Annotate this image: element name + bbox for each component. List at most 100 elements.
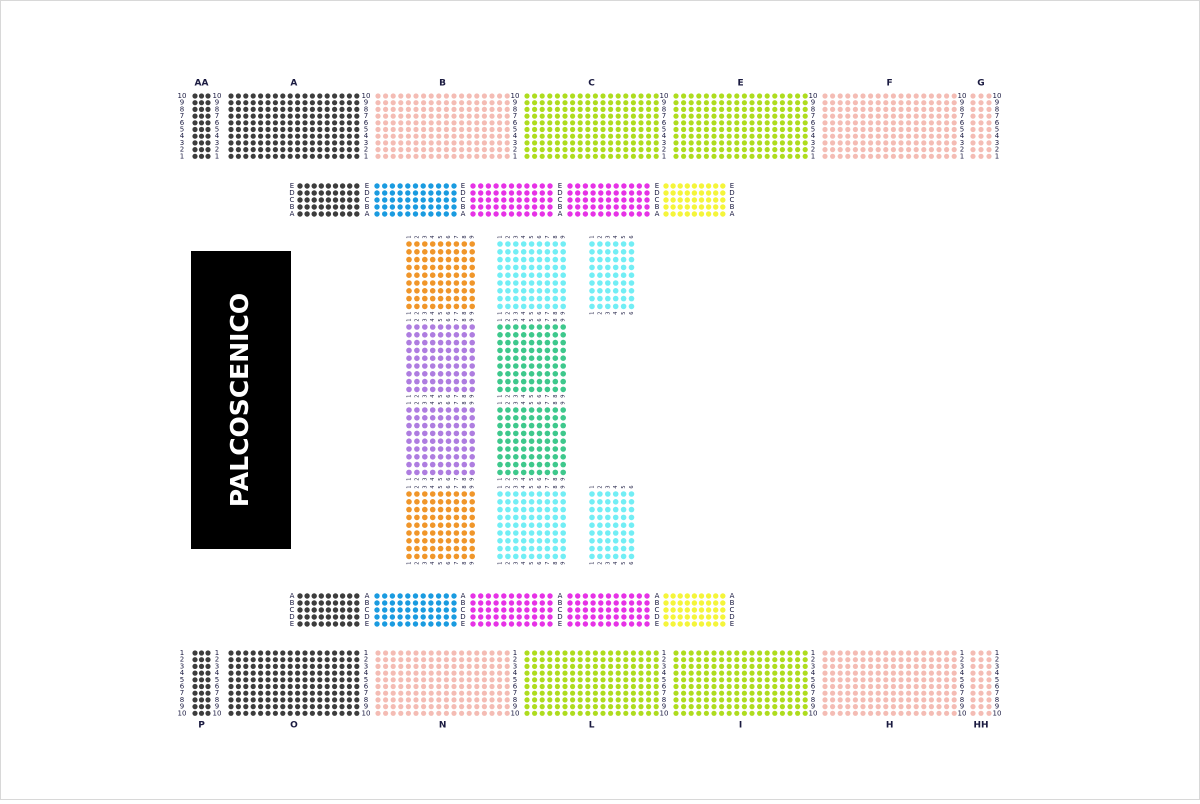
seat[interactable] bbox=[453, 295, 460, 302]
seat[interactable] bbox=[875, 100, 881, 106]
seat[interactable] bbox=[795, 657, 801, 663]
seat[interactable] bbox=[339, 147, 345, 153]
seat[interactable] bbox=[757, 126, 763, 133]
seat[interactable] bbox=[875, 650, 881, 656]
seat[interactable] bbox=[389, 211, 396, 217]
seat[interactable] bbox=[898, 697, 904, 703]
seat[interactable] bbox=[830, 657, 836, 663]
seat[interactable] bbox=[749, 670, 755, 676]
seat[interactable] bbox=[287, 690, 293, 696]
seat[interactable] bbox=[445, 522, 452, 528]
seat[interactable] bbox=[405, 663, 411, 670]
seat[interactable] bbox=[287, 133, 293, 139]
seat[interactable] bbox=[802, 677, 808, 683]
seat[interactable] bbox=[272, 663, 278, 670]
seat[interactable] bbox=[389, 600, 396, 606]
seat[interactable] bbox=[830, 153, 836, 159]
seat[interactable] bbox=[374, 183, 380, 189]
seat[interactable] bbox=[570, 657, 576, 663]
seat[interactable] bbox=[235, 683, 241, 690]
seat[interactable] bbox=[445, 407, 452, 413]
seat[interactable] bbox=[698, 600, 705, 606]
seat[interactable] bbox=[272, 677, 278, 683]
seat[interactable] bbox=[474, 690, 480, 696]
seat[interactable] bbox=[505, 454, 511, 460]
seat[interactable] bbox=[508, 614, 515, 620]
seat[interactable] bbox=[860, 650, 866, 656]
seat[interactable] bbox=[677, 183, 683, 189]
seat[interactable] bbox=[451, 614, 457, 620]
seat[interactable] bbox=[414, 386, 420, 393]
seat[interactable] bbox=[474, 704, 480, 710]
seat[interactable] bbox=[513, 422, 519, 429]
seat[interactable] bbox=[524, 190, 530, 196]
seat[interactable] bbox=[536, 378, 543, 385]
seat[interactable] bbox=[383, 93, 389, 99]
seat[interactable] bbox=[485, 600, 492, 606]
seat[interactable] bbox=[205, 100, 211, 106]
seat[interactable] bbox=[582, 190, 589, 196]
seat[interactable] bbox=[585, 697, 591, 703]
seat[interactable] bbox=[412, 197, 419, 203]
seat[interactable] bbox=[295, 93, 301, 99]
seat[interactable] bbox=[470, 621, 476, 627]
seat[interactable] bbox=[429, 303, 436, 310]
seat[interactable] bbox=[681, 650, 687, 656]
seat[interactable] bbox=[597, 303, 603, 310]
seat[interactable] bbox=[339, 657, 345, 663]
seat[interactable] bbox=[677, 600, 683, 606]
seat[interactable] bbox=[297, 607, 303, 613]
seat[interactable] bbox=[868, 147, 874, 153]
seat[interactable] bbox=[258, 697, 264, 703]
seat[interactable] bbox=[228, 106, 234, 112]
seat[interactable] bbox=[453, 514, 460, 521]
seat[interactable] bbox=[539, 621, 545, 627]
seat[interactable] bbox=[764, 93, 770, 99]
seat[interactable] bbox=[453, 491, 460, 497]
seat[interactable] bbox=[544, 371, 551, 377]
seat[interactable] bbox=[757, 657, 763, 663]
seat[interactable] bbox=[311, 204, 317, 210]
seat[interactable] bbox=[703, 147, 710, 153]
seat[interactable] bbox=[339, 126, 345, 133]
seat[interactable] bbox=[688, 126, 694, 133]
seat[interactable] bbox=[428, 140, 434, 146]
seat[interactable] bbox=[936, 100, 942, 106]
seat[interactable] bbox=[346, 690, 352, 696]
seat[interactable] bbox=[421, 683, 427, 690]
seat[interactable] bbox=[497, 153, 503, 159]
seat[interactable] bbox=[852, 120, 859, 126]
seat[interactable] bbox=[192, 683, 198, 690]
seat[interactable] bbox=[636, 621, 642, 627]
seat[interactable] bbox=[638, 677, 644, 683]
seat[interactable] bbox=[646, 683, 652, 690]
seat[interactable] bbox=[406, 461, 412, 468]
seat[interactable] bbox=[481, 657, 487, 663]
seat[interactable] bbox=[235, 697, 241, 703]
seat[interactable] bbox=[684, 621, 690, 627]
seat[interactable] bbox=[516, 614, 522, 620]
seat[interactable] bbox=[703, 133, 710, 139]
seat[interactable] bbox=[414, 469, 420, 476]
seat[interactable] bbox=[332, 153, 338, 159]
seat[interactable] bbox=[589, 506, 595, 513]
seat[interactable] bbox=[734, 657, 740, 663]
seat[interactable] bbox=[906, 704, 912, 710]
seat[interactable] bbox=[443, 697, 449, 703]
seat[interactable] bbox=[638, 153, 644, 159]
seat[interactable] bbox=[970, 100, 976, 106]
seat[interactable] bbox=[883, 683, 889, 690]
seat[interactable] bbox=[405, 600, 411, 606]
seat[interactable] bbox=[630, 113, 637, 119]
seat[interactable] bbox=[589, 295, 595, 302]
seat[interactable] bbox=[235, 677, 241, 683]
seat[interactable] bbox=[921, 126, 927, 133]
seat[interactable] bbox=[443, 147, 449, 153]
seat[interactable] bbox=[287, 657, 293, 663]
seat[interactable] bbox=[883, 677, 889, 683]
seat[interactable] bbox=[779, 120, 786, 126]
seat[interactable] bbox=[513, 553, 519, 560]
seat[interactable] bbox=[413, 153, 419, 159]
seat[interactable] bbox=[726, 650, 732, 656]
seat[interactable] bbox=[554, 140, 561, 146]
